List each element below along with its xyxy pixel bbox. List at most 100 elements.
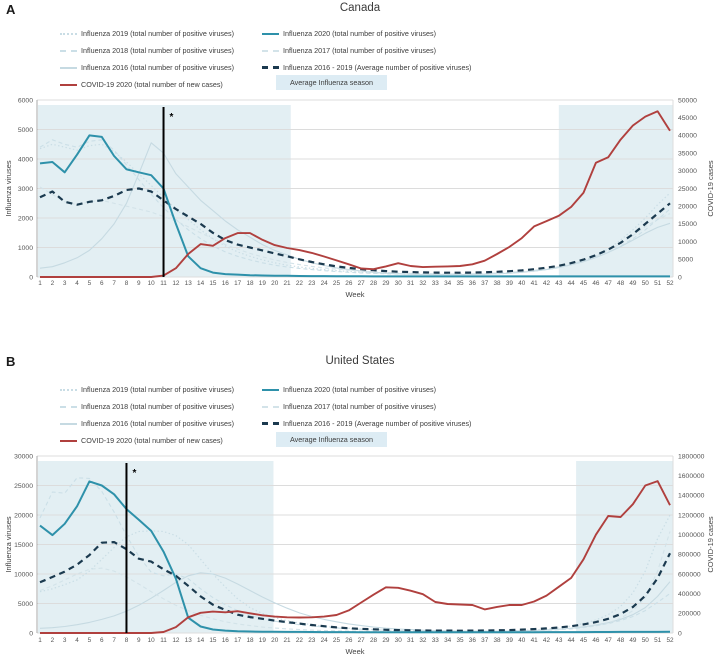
svg-text:40: 40 <box>518 280 526 287</box>
svg-text:46: 46 <box>592 280 600 287</box>
svg-text:10000: 10000 <box>14 571 33 578</box>
svg-text:48: 48 <box>617 280 625 287</box>
svg-text:45: 45 <box>580 280 588 287</box>
chart-united-states: 0 5000 10000 15000 20000 25000 30000 0 200000 400… <box>4 453 715 656</box>
svg-text:1400000: 1400000 <box>678 493 705 500</box>
marker-asterisk: * <box>170 112 174 123</box>
legend-item-influenza-2016: Influenza 2016 (total number of positive… <box>60 61 234 74</box>
covid-19-line-sample <box>60 439 77 442</box>
svg-text:13: 13 <box>185 280 193 287</box>
svg-text:21: 21 <box>284 637 292 644</box>
average-influenza-season-band <box>558 105 673 277</box>
legend-item-influenza-2018: Influenza 2018 (total number of positive… <box>60 400 234 413</box>
svg-text:10: 10 <box>148 637 156 644</box>
series-line <box>40 480 671 634</box>
svg-text:39: 39 <box>506 637 514 644</box>
influenza-average-line-sample <box>262 66 279 69</box>
covid-19-line-sample <box>60 83 77 86</box>
svg-text:17: 17 <box>234 280 242 287</box>
series-line <box>39 480 671 634</box>
svg-text:0: 0 <box>29 630 33 637</box>
svg-text:15: 15 <box>209 637 217 644</box>
svg-text:13: 13 <box>185 637 193 644</box>
svg-text:26: 26 <box>345 637 353 644</box>
svg-text:12: 12 <box>172 280 180 287</box>
legend-item-influenza-2017: Influenza 2017 (total number of positive… <box>262 400 436 413</box>
svg-text:1200000: 1200000 <box>678 512 705 519</box>
svg-text:2: 2 <box>51 637 55 644</box>
svg-text:22: 22 <box>296 637 304 644</box>
svg-text:15000: 15000 <box>14 542 33 549</box>
legend-item-influenza-2017: Influenza 2017 (total number of positive… <box>262 44 436 57</box>
svg-text:16: 16 <box>222 280 230 287</box>
svg-text:29: 29 <box>382 280 390 287</box>
svg-text:3000: 3000 <box>18 186 33 193</box>
svg-text:44: 44 <box>568 280 576 287</box>
svg-text:37: 37 <box>481 637 489 644</box>
svg-text:47: 47 <box>605 280 613 287</box>
svg-text:26: 26 <box>345 280 353 287</box>
svg-text:41: 41 <box>531 280 539 287</box>
svg-text:38: 38 <box>494 280 502 287</box>
svg-text:8: 8 <box>125 280 129 287</box>
chart-canada: 0100020003000400050006000050001000015000… <box>4 97 715 299</box>
svg-text:25: 25 <box>333 637 341 644</box>
svg-text:4: 4 <box>75 637 79 644</box>
svg-text:36: 36 <box>469 637 477 644</box>
series-line <box>39 540 671 632</box>
left-axis-title: Influenza viruses <box>4 160 13 217</box>
svg-text:7: 7 <box>112 637 116 644</box>
svg-text:28: 28 <box>370 637 378 644</box>
svg-text:9: 9 <box>137 637 141 644</box>
svg-text:10000: 10000 <box>678 239 697 246</box>
svg-text:30: 30 <box>395 637 403 644</box>
svg-text:23: 23 <box>308 280 316 287</box>
svg-text:14: 14 <box>197 280 205 287</box>
svg-text:30000: 30000 <box>14 453 33 460</box>
panel-canada: A Canada Influenza 2019 (total number of… <box>0 0 720 310</box>
influenza-2016-line-sample <box>60 66 77 69</box>
svg-text:36: 36 <box>469 280 477 287</box>
svg-text:51: 51 <box>654 280 662 287</box>
svg-text:17: 17 <box>234 637 242 644</box>
panel-a-title: Canada <box>339 2 381 14</box>
svg-text:4000: 4000 <box>18 156 33 163</box>
series-line <box>39 143 671 275</box>
svg-text:0: 0 <box>678 274 682 281</box>
svg-text:6: 6 <box>100 280 104 287</box>
influenza-2018-line-sample <box>60 405 77 408</box>
svg-text:20: 20 <box>271 637 279 644</box>
influenza-2017-line-sample <box>262 405 279 408</box>
svg-text:19: 19 <box>259 280 267 287</box>
svg-text:20000: 20000 <box>14 512 33 519</box>
series-line <box>39 477 671 632</box>
svg-text:39: 39 <box>506 280 514 287</box>
svg-text:34: 34 <box>444 280 452 287</box>
svg-text:11: 11 <box>160 280 167 287</box>
svg-text:5000: 5000 <box>18 601 33 608</box>
svg-text:52: 52 <box>666 637 674 644</box>
svg-text:200000: 200000 <box>678 611 701 618</box>
svg-text:18: 18 <box>246 637 254 644</box>
legend-item-influenza-2018: Influenza 2018 (total number of positive… <box>60 44 234 57</box>
svg-text:50: 50 <box>642 280 650 287</box>
svg-text:29: 29 <box>382 637 390 644</box>
svg-text:10: 10 <box>148 280 156 287</box>
svg-text:22: 22 <box>296 280 304 287</box>
svg-text:2000: 2000 <box>18 215 33 222</box>
svg-text:1600000: 1600000 <box>678 473 705 480</box>
influenza-2017-line-sample <box>262 49 279 52</box>
svg-text:11: 11 <box>160 637 167 644</box>
svg-text:1: 1 <box>38 637 42 644</box>
average-influenza-season-band <box>576 461 673 633</box>
svg-text:52: 52 <box>666 280 674 287</box>
svg-text:31: 31 <box>407 280 415 287</box>
svg-text:18: 18 <box>246 280 254 287</box>
svg-text:45: 45 <box>580 637 588 644</box>
svg-text:800000: 800000 <box>678 552 701 559</box>
svg-text:33: 33 <box>432 637 440 644</box>
right-axis-title: COVID-19 cases <box>706 516 715 573</box>
svg-text:3: 3 <box>63 637 67 644</box>
svg-text:25: 25 <box>333 280 341 287</box>
marker-asterisk: * <box>132 468 136 479</box>
